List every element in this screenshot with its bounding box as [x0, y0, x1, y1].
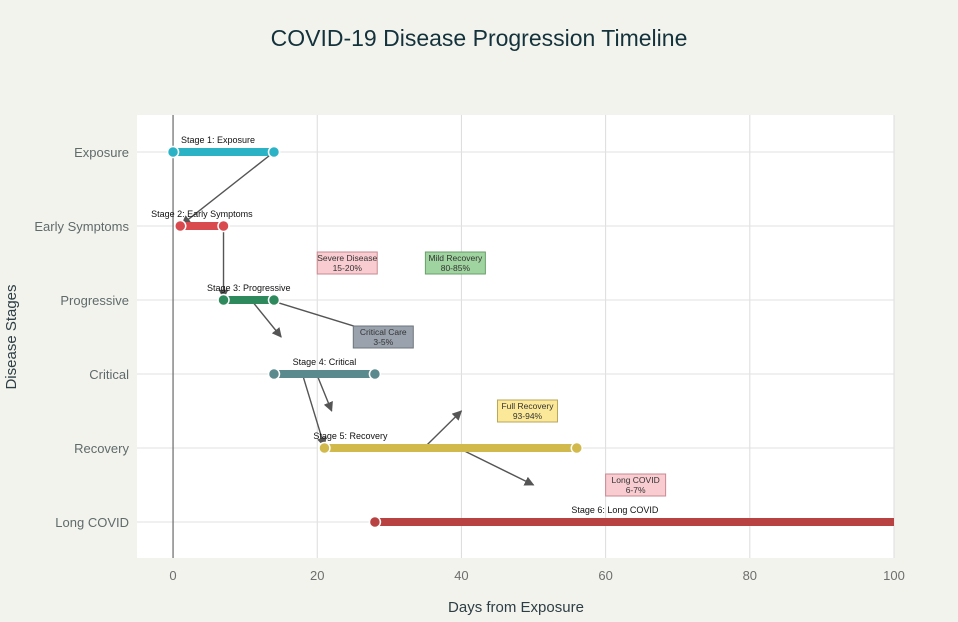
stage-label: Stage 1: Exposure	[181, 135, 255, 145]
annotation-value: 15-20%	[333, 263, 363, 273]
y-tick-label: Early Symptoms	[34, 219, 129, 234]
y-tick-label: Exposure	[74, 145, 129, 160]
annotation-value: 80-85%	[441, 263, 471, 273]
y-tick-label: Critical	[89, 367, 129, 382]
stage-label: Stage 6: Long COVID	[571, 505, 659, 515]
annotation-title: Long COVID	[612, 475, 660, 485]
annotation-background	[496, 399, 558, 423]
y-tick-label: Recovery	[74, 441, 129, 456]
stage-label: Stage 5: Recovery	[313, 431, 388, 441]
annotation-title: Critical Care	[360, 327, 407, 337]
annotation-title: Severe Disease	[317, 253, 377, 263]
stage-end-marker	[267, 145, 281, 159]
x-tick-label: 100	[883, 568, 905, 583]
stage-end-marker	[368, 367, 382, 381]
arrow	[302, 375, 327, 448]
arrow	[461, 448, 535, 486]
stage-end-marker	[217, 219, 230, 233]
annotation-background	[316, 251, 378, 275]
stage-start-marker	[166, 145, 180, 159]
stage-label: Stage 4: Critical	[293, 357, 357, 367]
arrow	[251, 301, 282, 338]
plot-area	[137, 115, 894, 558]
x-tick-label: 80	[743, 568, 757, 583]
y-axis-title: Disease Stages	[3, 284, 20, 389]
annotation-value: 93-94%	[513, 411, 543, 421]
annotation-value: 6-7%	[626, 485, 646, 495]
stage-end-marker	[570, 441, 584, 455]
arrow	[180, 151, 275, 226]
annotation-background	[352, 325, 414, 349]
arrow	[424, 410, 463, 448]
x-tick-label: 40	[454, 568, 468, 583]
stage-start-marker	[318, 441, 331, 455]
annotation-title: Mild Recovery	[428, 253, 483, 263]
x-tick-label: 0	[169, 568, 176, 583]
x-axis-title: Days from Exposure	[448, 599, 584, 616]
stage-end-marker	[267, 293, 281, 307]
annotation-background	[424, 251, 486, 275]
stage-label: Stage 2: Early Symptoms	[151, 209, 253, 219]
annotation-background	[605, 473, 667, 497]
stage-start-marker	[217, 293, 230, 307]
y-tick-label: Long COVID	[55, 515, 129, 530]
arrow	[316, 375, 333, 412]
y-tick-label: Progressive	[60, 293, 129, 308]
stage-label: Stage 3: Progressive	[207, 283, 291, 293]
annotation-value: 3-5%	[373, 337, 393, 347]
x-tick-label: 20	[310, 568, 324, 583]
stage-start-marker	[368, 515, 382, 529]
chart-title: COVID-19 Disease Progression Timeline	[271, 25, 688, 51]
x-tick-label: 60	[598, 568, 612, 583]
stage-start-marker	[267, 367, 281, 381]
stage-start-marker	[174, 219, 187, 233]
annotation-title: Full Recovery	[501, 401, 554, 411]
